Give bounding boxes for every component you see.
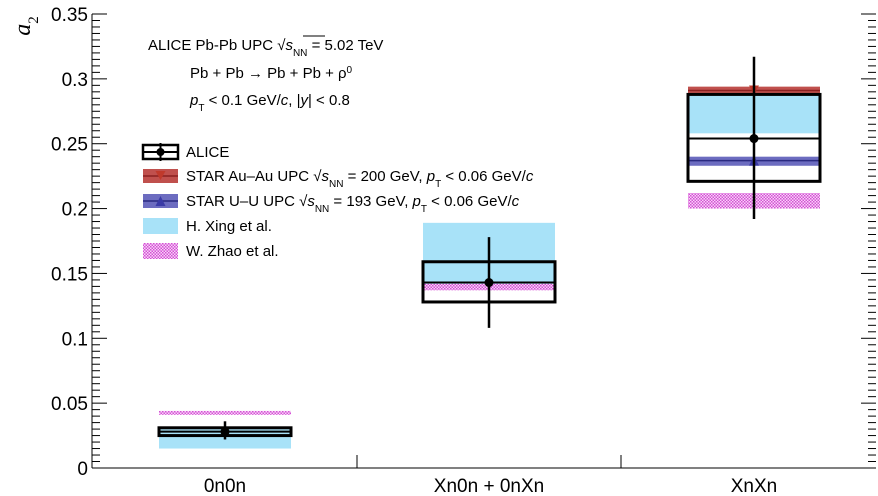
y-tick-label: 0.15 — [51, 264, 88, 285]
x-tick-label: XnXn — [731, 476, 777, 496]
annotation-line-1: ALICE Pb-Pb UPC √sNN = 5.02 TeV — [148, 37, 383, 59]
legend-star-au-label: STAR Au–Au UPC √sNN = 200 GeV, pT < 0.06… — [186, 168, 534, 190]
legend-zhao-swatch — [143, 243, 178, 259]
legend-xing-label: H. Xing et al. — [186, 218, 272, 235]
y-tick-label: 0.2 — [62, 200, 88, 221]
annotation-line-2: Pb + Pb → Pb + Pb + ρ0 — [190, 65, 353, 83]
annotation-line-3: pT < 0.1 GeV/c, |y| < 0.8 — [189, 92, 350, 114]
alice-point — [484, 278, 494, 288]
y-tick-label: 0.3 — [62, 70, 88, 91]
data-layer — [157, 56, 822, 440]
axes-layer: 0 0.05 0.1 0.15 0.2 0.25 0.3 0.35 0n0n Xn0n + 0nX… — [10, 5, 876, 496]
alice-point — [749, 134, 759, 144]
x-tick-label: 0n0n — [204, 476, 246, 496]
y-tick-label: 0.25 — [51, 135, 88, 156]
legend-zhao-label: W. Zhao et al. — [186, 243, 279, 260]
y-tick-label: 0 — [77, 459, 88, 480]
legend-alice-marker — [156, 148, 165, 156]
y-tick-label: 0.1 — [62, 329, 88, 350]
y-tick-label: 0.35 — [51, 5, 88, 26]
legend-star-uu-marker — [155, 196, 166, 206]
x-tick-label: Xn0n + 0nXn — [434, 476, 544, 496]
legend-xing-swatch — [143, 218, 178, 234]
legend: ALICE STAR Au–Au UPC √sNN = 200 GeV, pT <… — [141, 143, 534, 260]
alice-point — [220, 427, 230, 437]
legend-alice-label: ALICE — [186, 144, 229, 161]
y-tick-label: 0.05 — [51, 394, 88, 415]
zhao-band — [159, 410, 291, 415]
legend-star-uu-label: STAR U–U UPC √sNN = 193 GeV, pT < 0.06 G… — [186, 193, 520, 215]
y-axis-label: a2 — [10, 16, 42, 36]
legend-star-au-marker — [155, 171, 166, 180]
annotation-layer: ALICE Pb-Pb UPC √sNN = 5.02 TeV Pb + Pb →… — [148, 35, 383, 114]
